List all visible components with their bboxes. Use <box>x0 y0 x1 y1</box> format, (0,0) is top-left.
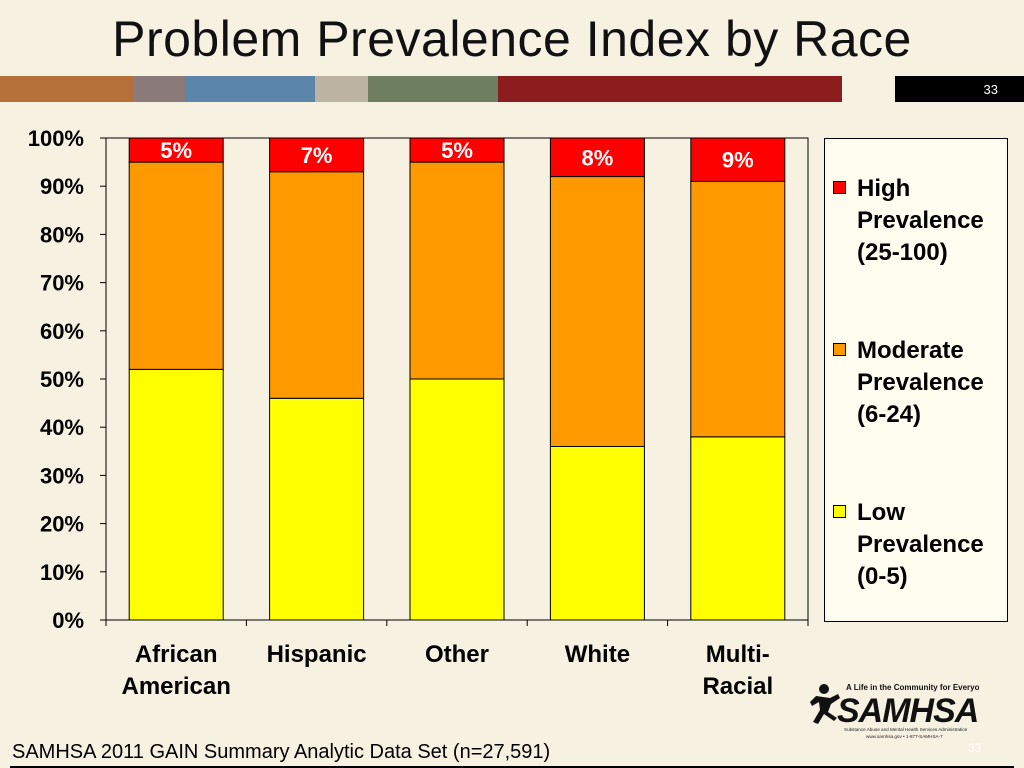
running-figure-icon <box>810 684 840 724</box>
y-tick-label: 50% <box>40 367 84 392</box>
logo-tagline: A Life in the Community for Everyone <box>846 683 979 692</box>
legend-label: Moderate Prevalence (6-24) <box>857 335 1007 431</box>
bar-segment <box>269 137 365 173</box>
legend-swatch <box>833 343 846 356</box>
source-note: SAMHSA 2011 GAIN Summary Analytic Data S… <box>12 741 551 763</box>
legend-swatch <box>833 505 846 518</box>
legend-label-line: (6-24) <box>857 401 922 428</box>
y-tick-label: 80% <box>40 222 84 247</box>
bar-segment <box>409 161 505 380</box>
legend-label-line: Prevalence <box>857 531 984 558</box>
bar-segment <box>128 137 224 163</box>
data-label: 5% <box>441 138 473 163</box>
x-category-label: African <box>135 641 218 668</box>
data-label: 8% <box>582 145 614 170</box>
bar-segment <box>549 176 645 447</box>
bar-segment <box>128 161 224 370</box>
x-category-label: White <box>565 641 630 668</box>
legend-label-line: Prevalence <box>857 207 984 234</box>
slide-title: Problem Prevalence Index by Race <box>112 11 912 67</box>
data-label: 9% <box>722 148 754 173</box>
legend-swatch <box>833 181 846 194</box>
stacked-bar-chart: 0% 10% 20% 30% 40% 50% 60% 70% 80% 90% 100% 5% Afric… <box>28 126 809 700</box>
legend-label: High Prevalence (25-100) <box>857 173 1007 269</box>
band-segment <box>133 76 185 102</box>
data-label: 7% <box>301 143 333 168</box>
legend-label-line: (25-100) <box>857 239 948 266</box>
samhsa-logo: A Life in the Community for Everyone SAM… <box>810 683 979 739</box>
y-tick-label: 90% <box>40 174 84 199</box>
y-tick-label: 30% <box>40 463 84 488</box>
y-tick-label: 10% <box>40 560 84 585</box>
x-category-label: Hispanic <box>267 641 367 668</box>
bar-segment <box>690 180 786 438</box>
bar-segment <box>549 137 645 178</box>
x-category-label: Other <box>425 641 489 668</box>
logo-subtitle: Substance Abuse and Mental Health Servic… <box>844 727 968 732</box>
bar-segment <box>128 368 224 621</box>
data-label: 5% <box>160 138 192 163</box>
y-tick-label: 60% <box>40 319 84 344</box>
x-category-label: Racial <box>702 673 773 700</box>
slide-number: 33 <box>895 76 1024 102</box>
y-tick-label: 70% <box>40 271 84 296</box>
bar-segment <box>690 137 786 182</box>
bar-segment <box>549 445 645 621</box>
bar-segment <box>409 137 505 163</box>
band-segment <box>315 76 368 102</box>
footer-page-number: 33 <box>968 741 982 755</box>
chart-legend: High Prevalence (25-100) Moderate Prevalence… <box>824 138 1008 622</box>
x-category-label: American <box>122 673 231 700</box>
legend-label-line: (0-5) <box>857 563 908 590</box>
legend-label-line: Low <box>857 499 905 526</box>
band-segment <box>0 76 133 102</box>
legend-label-line: Moderate <box>857 337 964 364</box>
footer-rule <box>10 766 1014 768</box>
legend-label-line: Prevalence <box>857 369 984 396</box>
bar-segment <box>269 397 365 621</box>
logo-contact: www.samhsa.gov • 1-877-SAMHSA-7 <box>866 734 943 739</box>
legend-label: Low Prevalence (0-5) <box>857 497 1007 593</box>
band-segment <box>368 76 498 102</box>
band-segment <box>498 76 842 102</box>
bar-segment <box>269 171 365 399</box>
y-tick-label: 0% <box>52 608 84 633</box>
bar-segment <box>690 436 786 621</box>
x-category-label: Multi- <box>706 641 770 668</box>
y-tick-label: 100% <box>28 126 84 151</box>
color-band <box>0 76 1024 102</box>
y-tick-label: 20% <box>40 512 84 537</box>
band-segment <box>185 76 315 102</box>
legend-label-line: High <box>857 175 911 202</box>
logo-name: SAMHSA <box>837 692 978 730</box>
bar-segment <box>409 378 505 621</box>
y-tick-label: 40% <box>40 415 84 440</box>
